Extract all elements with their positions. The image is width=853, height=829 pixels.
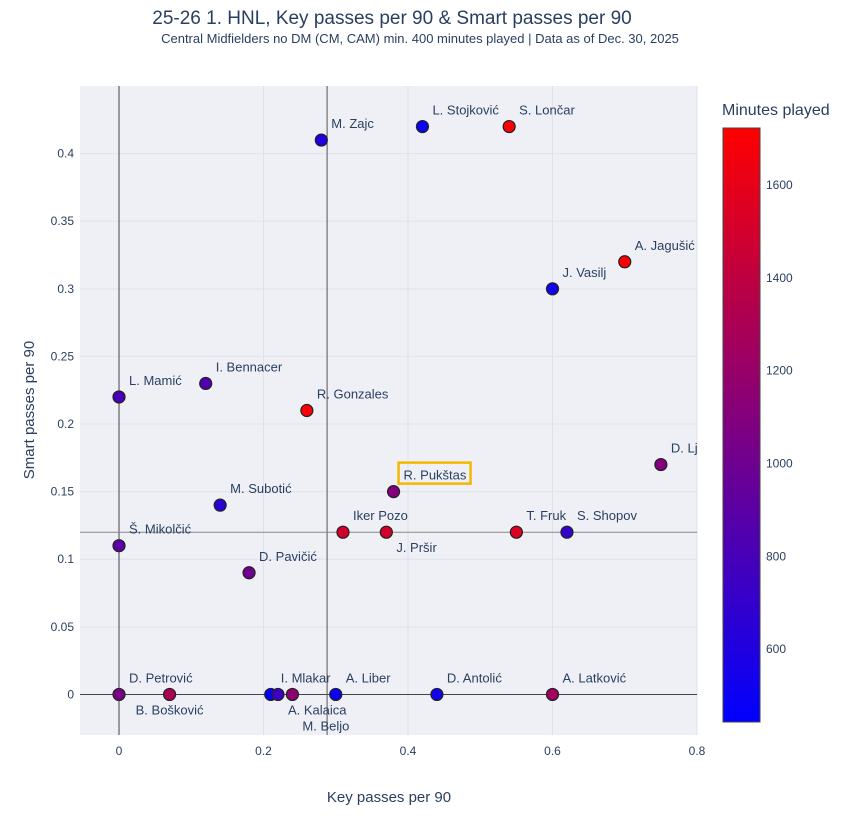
data-point	[162, 687, 177, 702]
data-point	[112, 390, 126, 404]
colorbar-tick-label: 600	[766, 642, 786, 656]
y-tick-label: 0.05	[51, 620, 75, 634]
y-tick-label: 0.25	[51, 349, 75, 363]
point-label: R. Gonzales	[317, 387, 389, 402]
point-label: B. Bošković	[136, 702, 204, 717]
data-point	[112, 687, 126, 702]
point-label: D. Ljubičić	[671, 441, 731, 456]
data-point	[502, 119, 516, 134]
colorbar-tick-label: 1400	[766, 271, 793, 285]
colorbar-tick-label: 1000	[766, 457, 793, 471]
data-point	[509, 525, 523, 539]
y-tick-label: 0.2	[57, 417, 74, 431]
x-tick-label: 0.8	[689, 744, 706, 758]
point-label: D. Antolić	[447, 670, 502, 685]
point-label: A. Jagušić	[635, 238, 695, 253]
point-label: T. Fruk	[526, 508, 566, 523]
point-label: S. Lončar	[519, 103, 575, 118]
y-tick-label: 0.35	[51, 214, 75, 228]
data-point	[654, 457, 668, 472]
point-label: L. Mamić	[129, 373, 182, 388]
y-tick-label: 0.4	[57, 147, 74, 161]
point-label: A. Kalaica	[288, 702, 347, 717]
y-axis-label: Smart passes per 90	[21, 341, 38, 479]
point-label: D. Pavičić	[259, 549, 317, 564]
point-label: D. Petrović	[129, 670, 193, 685]
colorbar-title: Minutes played	[722, 102, 830, 119]
highlight-box	[397, 461, 472, 485]
data-point	[300, 403, 314, 418]
plot-area	[80, 86, 697, 735]
data-point	[199, 376, 213, 391]
chart-subtitle: Central Midfielders no DM (CM, CAM) min.…	[161, 31, 679, 46]
colorbar	[722, 127, 761, 723]
point-label: S. Shopov	[577, 508, 637, 523]
point-label: I. Bennacer	[216, 359, 283, 374]
x-axis-label: Key passes per 90	[327, 789, 451, 806]
point-label: M. Zajc	[331, 116, 374, 131]
data-point	[213, 498, 227, 512]
x-tick-label: 0.4	[400, 744, 417, 758]
data-point	[545, 282, 560, 296]
data-point	[285, 687, 300, 702]
y-tick-label: 0	[67, 687, 74, 701]
point-label: Š. Mikolčić	[129, 522, 192, 537]
data-point	[545, 687, 560, 702]
y-tick-label: 0.15	[51, 485, 75, 499]
colorbar-tick-label: 1600	[766, 178, 793, 192]
point-label: M. Beljo	[302, 718, 349, 733]
x-tick-label: 0.6	[544, 744, 561, 758]
point-label: Iker Pozo	[353, 508, 408, 523]
data-point	[242, 566, 256, 580]
point-label: A. Latković	[563, 670, 627, 685]
chart-title: 25-26 1. HNL, Key passes per 90 & Smart …	[152, 8, 631, 29]
data-point	[386, 485, 401, 499]
point-label: M. Subotić	[230, 481, 292, 496]
data-point	[618, 255, 632, 269]
data-point	[430, 687, 444, 702]
point-label: R. Pukštas	[404, 468, 467, 483]
point-label: I. Mlakar	[281, 670, 332, 685]
point-label: A. Liber	[346, 670, 391, 685]
data-point	[336, 525, 350, 539]
x-tick-label: 0.2	[255, 744, 272, 758]
data-point	[329, 687, 343, 702]
data-point	[379, 525, 393, 539]
y-tick-label: 0.3	[57, 282, 74, 296]
colorbar-tick-label: 1200	[766, 364, 793, 378]
data-point	[314, 133, 328, 147]
y-tick-label: 0.1	[57, 552, 74, 566]
x-tick-label: 0	[116, 744, 123, 758]
point-label: J. Vasilj	[563, 265, 607, 280]
point-label: L. Stojković	[432, 103, 499, 118]
point-label: J. Pršir	[396, 540, 437, 555]
data-point	[415, 119, 430, 134]
data-point	[271, 687, 285, 702]
colorbar-tick-label: 800	[766, 549, 786, 563]
data-point	[560, 525, 574, 539]
data-point	[112, 539, 126, 553]
